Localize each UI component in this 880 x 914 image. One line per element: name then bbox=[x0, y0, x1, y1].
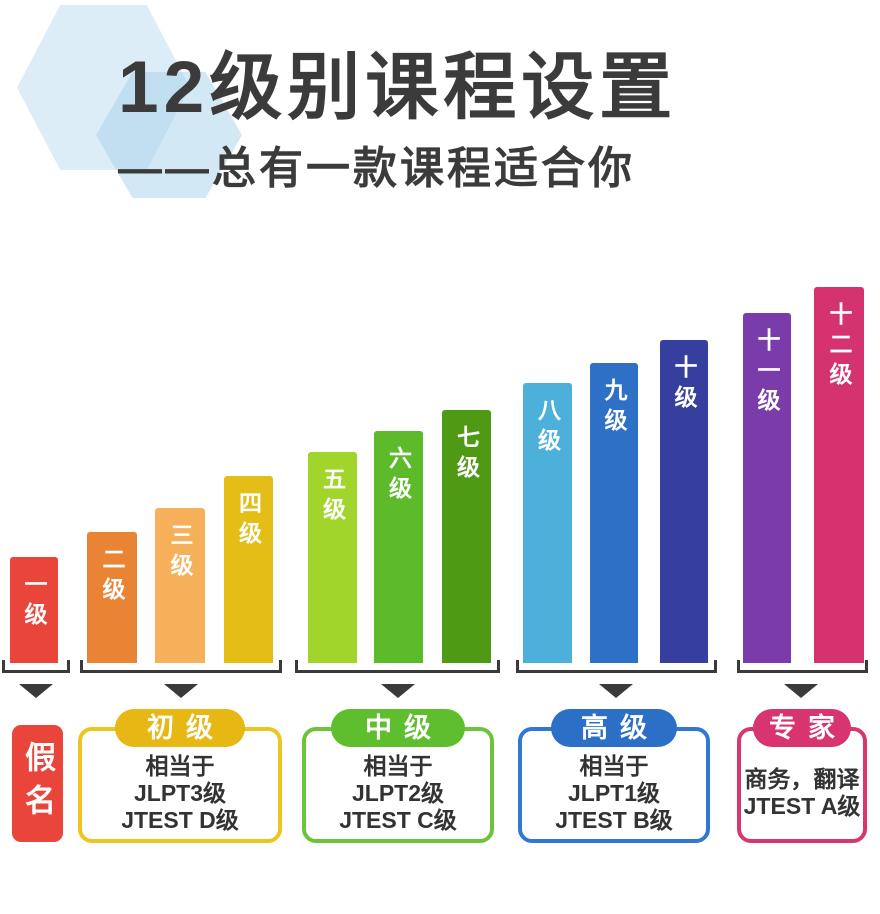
level-bar-5: 五级 bbox=[308, 452, 357, 663]
page-title: 12级别课程设置 bbox=[118, 47, 678, 128]
level-bar-label: 三级 bbox=[167, 523, 193, 583]
level-bar-label: 七级 bbox=[453, 425, 480, 485]
down-arrow-icon bbox=[381, 684, 415, 698]
level-bar-8: 八级 bbox=[523, 383, 572, 663]
level-group-line: JTEST B级 bbox=[555, 806, 673, 833]
level-bar-3: 三级 bbox=[155, 508, 205, 663]
level-bar-2: 二级 bbox=[87, 532, 137, 663]
level-group-badge: 高级 bbox=[551, 709, 677, 747]
down-arrow-icon bbox=[19, 684, 53, 698]
kana-label: 假名 bbox=[20, 740, 55, 827]
level-group-line: JLPT2级 bbox=[351, 779, 445, 806]
level-bar-label: 八级 bbox=[534, 398, 561, 458]
level-bar-12: 十二级 bbox=[814, 287, 864, 663]
level-group-line: 相当于 bbox=[579, 752, 649, 779]
header: 12级别课程设置 ——总有一款课程适合你 bbox=[118, 47, 678, 196]
level-bar-label: 二级 bbox=[99, 547, 125, 607]
level-bar-6: 六级 bbox=[374, 431, 423, 663]
level-group-card-4: 高级相当于 JLPT1级 JTEST B级 bbox=[518, 709, 710, 843]
level-bar-label: 一级 bbox=[21, 572, 47, 632]
level-bar-4: 四级 bbox=[224, 476, 273, 663]
level-group-line: 商务，翻译 bbox=[744, 766, 860, 792]
level-group-card-2: 初级相当于 JLPT3级 JTEST D级 bbox=[78, 709, 282, 843]
level-group-badge: 中级 bbox=[331, 709, 465, 747]
level-bar-1: 一级 bbox=[10, 557, 58, 663]
level-bar-label: 十二级 bbox=[826, 302, 852, 392]
level-group-badge: 初级 bbox=[115, 709, 245, 747]
level-bar-label: 四级 bbox=[235, 491, 262, 551]
level-group-line: 相当于 bbox=[363, 752, 433, 779]
down-arrow-icon bbox=[164, 684, 198, 698]
level-group-card-3: 中级相当于 JLPT2级 JTEST C级 bbox=[302, 709, 494, 843]
level-bar-label: 五级 bbox=[319, 467, 346, 527]
level-group-line: JLPT1级 bbox=[567, 779, 661, 806]
page-subtitle: ——总有一款课程适合你 bbox=[118, 144, 635, 194]
level-bar-7: 七级 bbox=[442, 410, 491, 663]
level-bar-label: 十级 bbox=[671, 355, 697, 415]
group-bracket-5 bbox=[737, 660, 868, 673]
level-group-line: 相当于 bbox=[145, 752, 215, 779]
level-group-line: JTEST D级 bbox=[121, 806, 239, 833]
group-bracket-2 bbox=[80, 660, 282, 673]
group-bracket-1 bbox=[2, 660, 70, 673]
kana-box: 假名 bbox=[12, 725, 63, 842]
group-bracket-3 bbox=[295, 660, 500, 673]
group-bracket-4 bbox=[516, 660, 717, 673]
level-group-badge: 专家 bbox=[753, 709, 851, 747]
level-group-line: JTEST A级 bbox=[743, 793, 861, 819]
level-group-card-5: 专家商务，翻译 JTEST A级 bbox=[737, 709, 867, 843]
down-arrow-icon bbox=[784, 684, 818, 698]
level-bar-9: 九级 bbox=[590, 363, 638, 663]
level-bar-label: 十一级 bbox=[754, 328, 780, 418]
level-bar-label: 九级 bbox=[601, 378, 627, 438]
level-group-line: JTEST C级 bbox=[339, 806, 457, 833]
level-bar-10: 十级 bbox=[660, 340, 708, 663]
level-group-line: JLPT3级 bbox=[133, 779, 227, 806]
level-bar-label: 六级 bbox=[385, 446, 412, 506]
level-bar-11: 十一级 bbox=[743, 313, 791, 663]
down-arrow-icon bbox=[599, 684, 633, 698]
